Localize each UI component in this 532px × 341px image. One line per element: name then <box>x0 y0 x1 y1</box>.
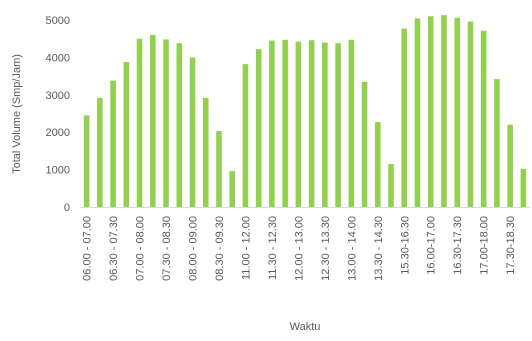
bar <box>242 64 249 207</box>
x-tick-label: 07.00 - 08.00 <box>135 216 147 281</box>
bar <box>123 61 130 207</box>
bar <box>282 39 288 208</box>
bar <box>520 168 527 207</box>
bar <box>83 115 90 207</box>
y-tick-label: 2000 <box>46 127 70 139</box>
y-axis-title: Total Volume (Smp/Jam) <box>11 54 23 174</box>
bar <box>176 43 183 207</box>
x-tick-label: 06.30 - 07.30 <box>108 216 120 281</box>
bar <box>189 57 196 208</box>
x-tick-label: 11.00 - 12.00 <box>240 216 252 280</box>
y-tick-label: 1000 <box>46 165 70 177</box>
bar <box>335 43 341 207</box>
y-tick-label: 0 <box>64 202 70 214</box>
bar <box>401 28 408 207</box>
bar <box>480 30 487 207</box>
bar <box>348 39 355 208</box>
x-axis-title: Waktu <box>290 321 321 333</box>
bar <box>136 38 143 208</box>
bar <box>150 34 156 208</box>
x-axis-ticks: 06.00 - 07.00 06.30 - 07.30 07.00 - 08.00 0… <box>82 216 518 281</box>
bar <box>163 39 169 208</box>
bar <box>110 80 116 207</box>
x-tick-label: 07.30 - 08.30 <box>161 216 173 281</box>
x-tick-label: 12.00 - 13.00 <box>293 216 305 281</box>
x-tick-label: 08.00 - 09.00 <box>188 216 200 281</box>
bar <box>441 15 447 207</box>
bar <box>375 122 381 207</box>
bar <box>388 163 394 207</box>
y-tick-label: 5000 <box>46 15 70 27</box>
y-tick-label: 4000 <box>46 52 70 64</box>
bar <box>322 42 328 207</box>
x-tick-label: 17.30-18.30 <box>505 216 517 275</box>
x-tick-label: 06.00 - 07.00 <box>82 216 94 281</box>
bar <box>295 41 302 207</box>
x-tick-label: 13.00 - 14.00 <box>346 216 358 281</box>
bar <box>454 17 460 208</box>
x-tick-label: 08.30 - 09.30 <box>214 216 226 281</box>
bar <box>202 97 209 207</box>
x-tick-label: 17.00-18.00 <box>479 216 491 275</box>
bars <box>83 15 527 208</box>
bar <box>216 131 222 207</box>
bar <box>361 81 368 207</box>
bar <box>97 97 103 207</box>
x-tick-label: 16.30-17.30 <box>452 216 464 275</box>
x-tick-label: 12.30 - 13.30 <box>320 216 332 281</box>
x-tick-label: 15.30-16.30 <box>399 216 411 275</box>
x-tick-label: 13.30 - 14.30 <box>373 216 385 281</box>
bar <box>467 21 474 207</box>
bar <box>507 124 513 207</box>
bar <box>269 40 275 207</box>
bar <box>414 18 421 208</box>
bar <box>494 79 500 207</box>
bar <box>427 16 434 208</box>
bar <box>255 49 262 208</box>
x-tick-label: 16.00-17.00 <box>426 216 438 275</box>
x-tick-label: 11.30 - 12.30 <box>267 216 279 280</box>
y-axis-ticks: 0 1000 2000 3000 4000 5000 <box>46 15 70 214</box>
bar <box>229 171 235 207</box>
y-tick-label: 3000 <box>46 90 70 102</box>
bar <box>308 40 315 207</box>
